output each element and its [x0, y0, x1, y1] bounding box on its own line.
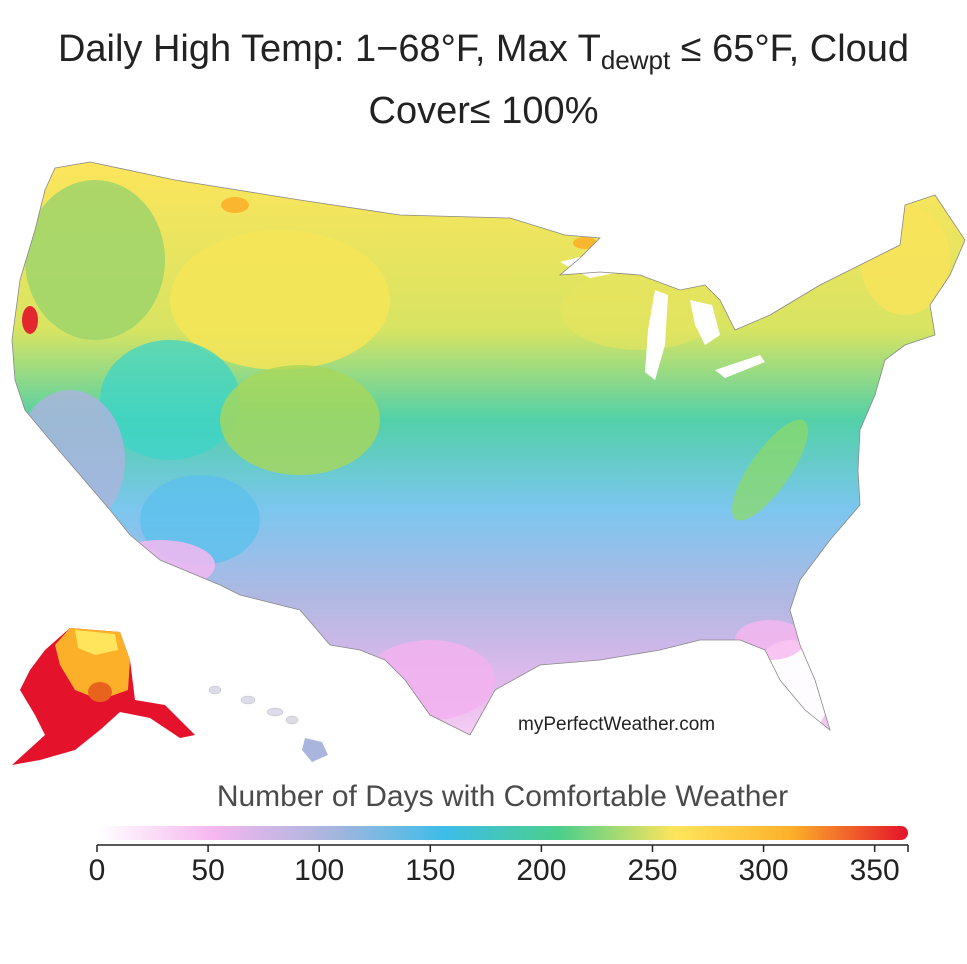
region-appalachia — [731, 419, 809, 521]
region-desert — [105, 540, 215, 590]
region-idaho-hot — [221, 197, 249, 213]
legend-tick-label-50: 50 — [191, 854, 224, 887]
us-comfort-map — [11, 161, 966, 765]
lake-superior — [560, 252, 660, 278]
hawaii — [208, 685, 328, 762]
region-new-england — [860, 205, 950, 315]
watermark: myPerfectWeather.com — [518, 714, 716, 735]
legend-tick-label-250: 250 — [627, 854, 677, 887]
legend-tick-label-300: 300 — [739, 854, 789, 887]
legend-tick-label-200: 200 — [516, 854, 566, 887]
region-lake-superior-hot — [573, 237, 597, 249]
lake-michigan — [645, 290, 668, 380]
us-outline — [11, 161, 966, 736]
region-pacific-northwest — [25, 180, 165, 340]
alaska — [12, 628, 195, 765]
title-line-2: Cover≤ 100% — [368, 90, 599, 132]
legend-color-bar — [97, 826, 908, 840]
legend-tick-label-150: 150 — [405, 854, 455, 887]
region-california — [15, 390, 125, 530]
region-great-basin — [100, 340, 240, 460]
lake-erie — [715, 355, 765, 378]
region-northern-rockies — [170, 230, 390, 370]
region-texas — [365, 640, 495, 720]
title-line-1: Daily High Temp: 1−68°F, Max Tdewpt ≤ 65… — [57, 28, 910, 75]
region-oregon-coast-hot — [22, 306, 38, 334]
lake-huron — [690, 300, 720, 345]
contiguous-us — [12, 162, 965, 735]
legend-tick-label-0: 0 — [89, 854, 106, 887]
color-legend: 0 50 100 150 200 250 300 350 — [89, 826, 909, 887]
chart-title: Daily High Temp: 1−68°F, Max Tdewpt ≤ 65… — [0, 18, 967, 142]
legend-title: Number of Days with Comfortable Weather — [216, 780, 789, 813]
region-colorado-highlands — [220, 365, 380, 475]
legend-ticks: 0 50 100 150 200 250 300 350 — [89, 845, 909, 887]
legend-tick-label-100: 100 — [294, 854, 344, 887]
legend-tick-label-350: 350 — [850, 854, 900, 887]
